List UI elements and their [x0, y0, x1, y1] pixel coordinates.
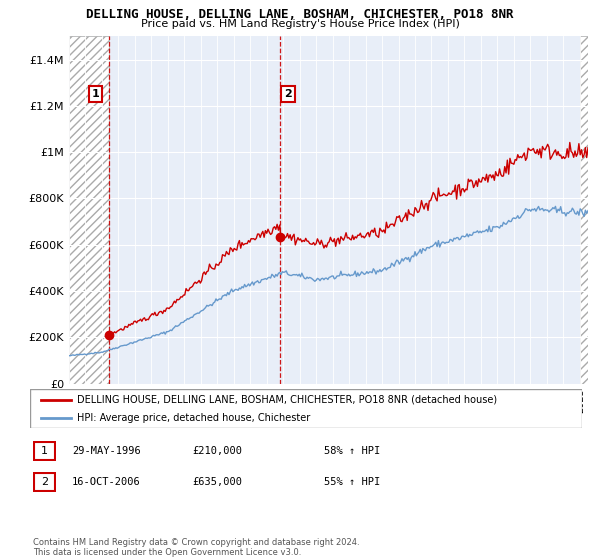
- Text: HPI: Average price, detached house, Chichester: HPI: Average price, detached house, Chic…: [77, 413, 310, 423]
- Text: DELLING HOUSE, DELLING LANE, BOSHAM, CHICHESTER, PO18 8NR: DELLING HOUSE, DELLING LANE, BOSHAM, CHI…: [86, 8, 514, 21]
- Text: 58% ↑ HPI: 58% ↑ HPI: [324, 446, 380, 456]
- Text: 55% ↑ HPI: 55% ↑ HPI: [324, 477, 380, 487]
- Text: Contains HM Land Registry data © Crown copyright and database right 2024.
This d: Contains HM Land Registry data © Crown c…: [33, 538, 359, 557]
- Bar: [580, 36, 588, 384]
- Text: DELLING HOUSE, DELLING LANE, BOSHAM, CHICHESTER, PO18 8NR (detached house): DELLING HOUSE, DELLING LANE, BOSHAM, CHI…: [77, 395, 497, 405]
- Text: 1: 1: [92, 89, 100, 99]
- Text: 1: 1: [41, 446, 48, 456]
- Text: Price paid vs. HM Land Registry's House Price Index (HPI): Price paid vs. HM Land Registry's House …: [140, 19, 460, 29]
- Text: 2: 2: [284, 89, 292, 99]
- Text: 29-MAY-1996: 29-MAY-1996: [72, 446, 141, 456]
- Text: £635,000: £635,000: [192, 477, 242, 487]
- Bar: [69, 36, 109, 384]
- Text: 16-OCT-2006: 16-OCT-2006: [72, 477, 141, 487]
- Text: 2: 2: [41, 477, 48, 487]
- Text: £210,000: £210,000: [192, 446, 242, 456]
